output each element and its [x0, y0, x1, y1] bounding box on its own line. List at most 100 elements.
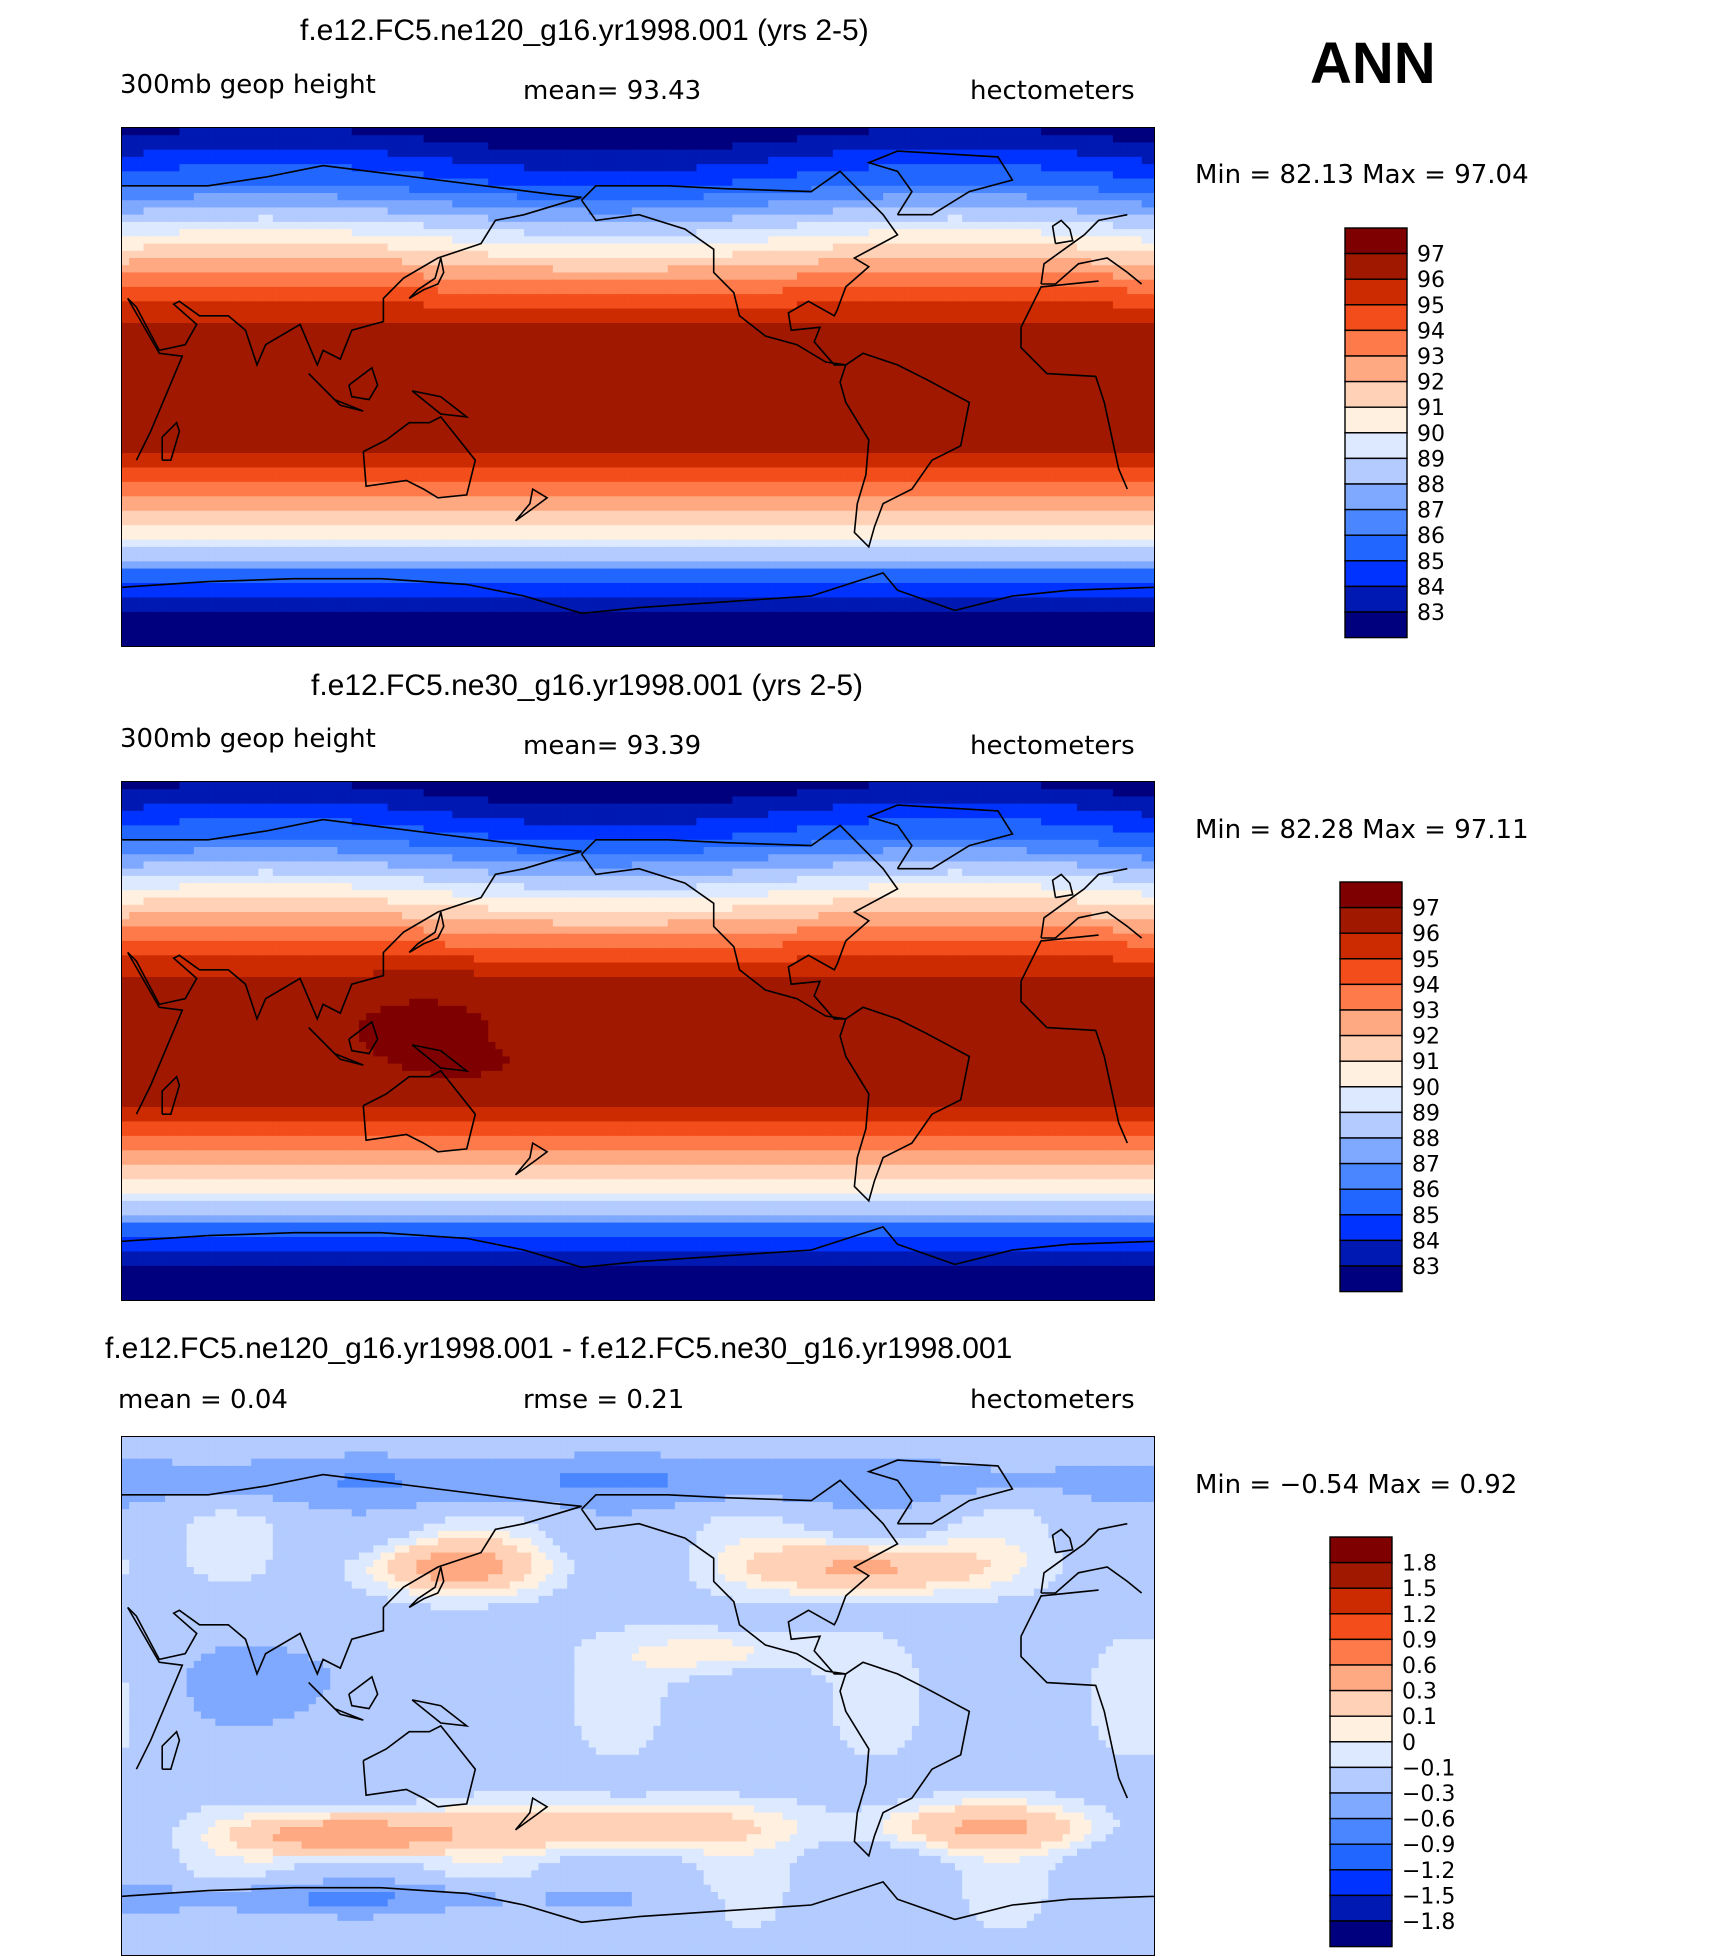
- map-1-cell: [682, 214, 690, 223]
- map-1-cell: [545, 308, 554, 317]
- map-1-cell: [847, 221, 856, 230]
- map-1-cell: [868, 294, 877, 302]
- map-1-cell: [244, 258, 252, 266]
- map-1-cell: [1141, 221, 1150, 230]
- map-1-cell: [387, 128, 396, 136]
- map-1-cell: [840, 258, 848, 266]
- map-1-cell: [157, 359, 166, 367]
- map-1-cell: [818, 250, 827, 259]
- map-1-cell: [481, 193, 489, 201]
- map-1-cell: [179, 330, 188, 339]
- map-1-cell: [1141, 265, 1150, 274]
- map-1-cell: [947, 142, 956, 151]
- map-1-cell: [574, 330, 583, 339]
- map-1-cell: [933, 344, 942, 353]
- map-1-cell: [279, 286, 288, 295]
- map-1-cell: [588, 308, 597, 317]
- map-1-cell: [581, 243, 590, 252]
- map-1-cell: [229, 149, 238, 158]
- map-1-cell: [919, 200, 927, 209]
- map-1-cell: [624, 308, 633, 317]
- map-1-cell: [969, 344, 978, 353]
- map-1-cell: [926, 265, 934, 274]
- map-1-cell: [179, 135, 188, 144]
- map-1-cell: [545, 272, 554, 281]
- map-1-cell: [1012, 178, 1021, 187]
- map-1-cell: [531, 272, 540, 281]
- map-1-cell: [351, 258, 360, 266]
- map-1-cell: [294, 243, 303, 252]
- map-1-cell: [933, 301, 942, 310]
- map-1-cell: [811, 142, 820, 151]
- map-1-cell: [495, 214, 504, 223]
- map-1-cell: [366, 373, 374, 382]
- map-1-cell: [861, 250, 870, 259]
- map-1-cell: [897, 265, 906, 274]
- map-1-cell: [847, 337, 856, 346]
- map-1-cell: [380, 221, 389, 230]
- map-1-cell: [610, 200, 619, 209]
- map-1-cell: [351, 243, 360, 252]
- map-1-cell: [660, 193, 669, 201]
- map-1-cell: [516, 366, 525, 375]
- map-1-cell: [1019, 243, 1028, 252]
- map-1-cell: [1134, 207, 1143, 216]
- map-1-cell: [567, 221, 575, 230]
- map-1-cell: [143, 178, 152, 187]
- map-1-cell: [229, 366, 238, 375]
- map-1-cell: [1012, 243, 1021, 252]
- map-1-cell: [452, 156, 461, 165]
- map-1-cell: [919, 193, 927, 201]
- map-1-cell: [990, 200, 999, 209]
- map-1-cell: [531, 178, 540, 187]
- map-1-cell: [954, 308, 963, 317]
- map-1-cell: [315, 272, 324, 281]
- map-1-cell: [452, 164, 461, 172]
- map-1-cell: [1005, 344, 1013, 353]
- map-1-cell: [430, 221, 439, 230]
- map-1-cell: [667, 258, 676, 266]
- map-1-cell: [380, 359, 389, 367]
- map-1-cell: [251, 279, 260, 288]
- map-1-cell: [258, 221, 267, 230]
- map-1-cell: [315, 315, 324, 324]
- map-1-cell: [1055, 359, 1064, 367]
- map-1-cell: [179, 149, 188, 158]
- map-1-cell: [732, 164, 741, 172]
- map-1-cell: [244, 286, 252, 295]
- map-1-cell: [667, 286, 676, 295]
- map-1-cell: [567, 294, 575, 302]
- map-1-cell: [761, 279, 769, 288]
- map-1-cell: [1084, 221, 1092, 230]
- map-1-cell: [251, 135, 260, 144]
- map-1-cell: [193, 351, 202, 360]
- map-1-cell: [710, 323, 719, 331]
- map-1-cell: [308, 323, 317, 331]
- map-1-cell: [983, 294, 992, 302]
- map-1-cell: [1048, 243, 1057, 252]
- map-1-cell: [840, 164, 848, 172]
- map-1-cell: [129, 236, 137, 245]
- map-1-cell: [990, 149, 999, 158]
- map-1-cell: [524, 323, 532, 331]
- map-1-cell: [1012, 135, 1021, 144]
- map-1-cell: [236, 128, 245, 136]
- map-1-cell: [782, 315, 791, 324]
- map-1-cell: [761, 366, 769, 375]
- map-1-cell: [157, 323, 166, 331]
- map-1-cell: [459, 337, 468, 346]
- map-1-cell: [682, 301, 690, 310]
- map-1-cell: [366, 272, 374, 281]
- map-1-cell: [825, 200, 834, 209]
- map-1-cell: [552, 272, 561, 281]
- map-1-cell: [179, 294, 188, 302]
- map-1-cell: [725, 214, 733, 223]
- map-1-cell: [631, 315, 640, 324]
- map-1-cell: [193, 279, 202, 288]
- map-1-cell: [919, 366, 927, 375]
- map-1-cell: [954, 250, 963, 259]
- map-1-cell: [466, 294, 475, 302]
- map-1-cell: [940, 243, 949, 252]
- map-1-cell: [272, 351, 281, 360]
- map-1-cell: [387, 193, 396, 201]
